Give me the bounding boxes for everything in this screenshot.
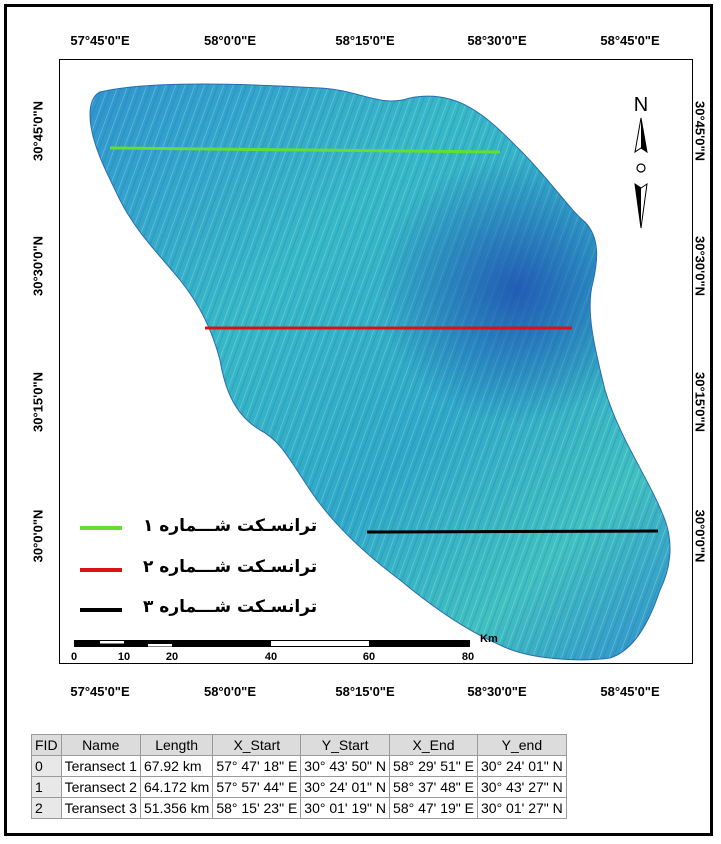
table-cell: 0 (31, 755, 62, 777)
table-cell: 58° 37' 48" E (389, 776, 478, 798)
table-cell: Teransect 2 (60, 776, 141, 798)
top-longitude-label: 57°45'0"E (70, 33, 130, 48)
map-panel: N ترانسـکت شـــماره ۱ ترانسـکت شـــماره … (59, 59, 693, 664)
table-cell: 58° 15' 23" E (212, 797, 302, 819)
basin-outline (89, 83, 671, 661)
map-canvas (74, 83, 671, 661)
transect-3-line (366, 529, 659, 534)
column-header: Y_end (477, 734, 567, 756)
column-header: X_Start (212, 734, 302, 756)
left-latitude-label: 30°45'0"N (30, 101, 46, 161)
bottom-longitude-label: 58°15'0"E (335, 684, 395, 699)
north-arrow-icon (634, 117, 648, 229)
table-cell: 64.172 km (139, 776, 214, 798)
table-cell: 30° 24' 01" N (300, 776, 391, 798)
scale-unit-label: Km (480, 633, 498, 645)
table-row: 0 Teransect 1 67.92 km 57° 47' 18" E 30°… (31, 755, 567, 777)
table-cell: Teransect 1 (60, 755, 141, 777)
top-longitude-label: 58°15'0"E (335, 33, 395, 48)
table-cell: Teransect 3 (60, 797, 141, 819)
scale-tick-label: 60 (362, 651, 376, 663)
right-latitude-label: 30°30'0"N (692, 236, 708, 296)
table-cell: 1 (31, 776, 62, 798)
legend-label-transect-1: ترانسـکت شـــماره ۱ (143, 516, 318, 536)
bottom-longitude-label: 58°0'0"E (203, 684, 257, 699)
table-row: 1 Teransect 2 64.172 km 57° 57' 44" E 30… (31, 776, 567, 798)
column-header: Length (139, 734, 214, 756)
table-cell: 30° 43' 27" N (477, 776, 567, 798)
table-cell: 51.356 km (139, 797, 214, 819)
right-latitude-label: 30°45'0"N (692, 101, 708, 161)
table-cell: 58° 47' 19" E (389, 797, 478, 819)
bottom-longitude-label: 57°45'0"E (70, 684, 130, 699)
transect-1-line (109, 146, 501, 154)
column-header: X_End (389, 734, 478, 756)
left-latitude-label: 30°30'0"N (30, 236, 46, 296)
table-header-row: FID Name Length X_Start Y_Start X_End Y_… (31, 734, 567, 756)
bottom-longitude-label: 58°45'0"E (600, 684, 660, 699)
bottom-longitude-label: 58°30'0"E (467, 684, 527, 699)
table-cell: 58° 29' 51" E (389, 755, 478, 777)
column-header: Y_Start (300, 734, 391, 756)
left-latitude-label: 30°0'0"N (30, 509, 46, 563)
table-cell: 30° 01' 27" N (477, 797, 567, 819)
right-latitude-label: 30°15'0"N (692, 372, 708, 432)
column-header: Name (60, 734, 141, 756)
table-cell: 67.92 km (139, 755, 214, 777)
top-longitude-label: 58°45'0"E (600, 33, 660, 48)
column-header: FID (31, 734, 62, 756)
table-cell: 30° 43' 50" N (300, 755, 391, 777)
legend-label-transect-2: ترانسـکت شـــماره ۲ (143, 557, 318, 577)
top-longitude-label: 58°30'0"E (467, 33, 527, 48)
scale-tick-label: 40 (264, 651, 278, 663)
scale-tick-label: 80 (461, 651, 475, 663)
top-longitude-label: 58°0'0"E (203, 33, 257, 48)
table-cell: 2 (31, 797, 62, 819)
table-cell: 57° 57' 44" E (212, 776, 302, 798)
right-latitude-label: 30°0'0"N (692, 509, 708, 563)
table-row: 2 Teransect 3 51.356 km 58° 15' 23" E 30… (31, 797, 567, 819)
left-latitude-label: 30°15'0"N (30, 372, 46, 432)
table-cell: 30° 24' 01" N (477, 755, 567, 777)
table-cell: 30° 01' 19" N (300, 797, 391, 819)
figure-frame: 57°45'0"E 58°0'0"E 58°15'0"E 58°30'0"E 5… (4, 4, 713, 836)
scale-bar (74, 640, 470, 647)
table-cell: 57° 47' 18" E (212, 755, 302, 777)
scale-tick-label: 0 (70, 651, 78, 663)
scale-tick-label: 20 (165, 651, 179, 663)
north-label: N (633, 94, 649, 116)
transect-attribute-table: FID Name Length X_Start Y_Start X_End Y_… (31, 734, 567, 819)
legend-label-transect-3: ترانسـکت شـــماره ۳ (143, 597, 318, 617)
scale-tick-label: 10 (117, 651, 131, 663)
